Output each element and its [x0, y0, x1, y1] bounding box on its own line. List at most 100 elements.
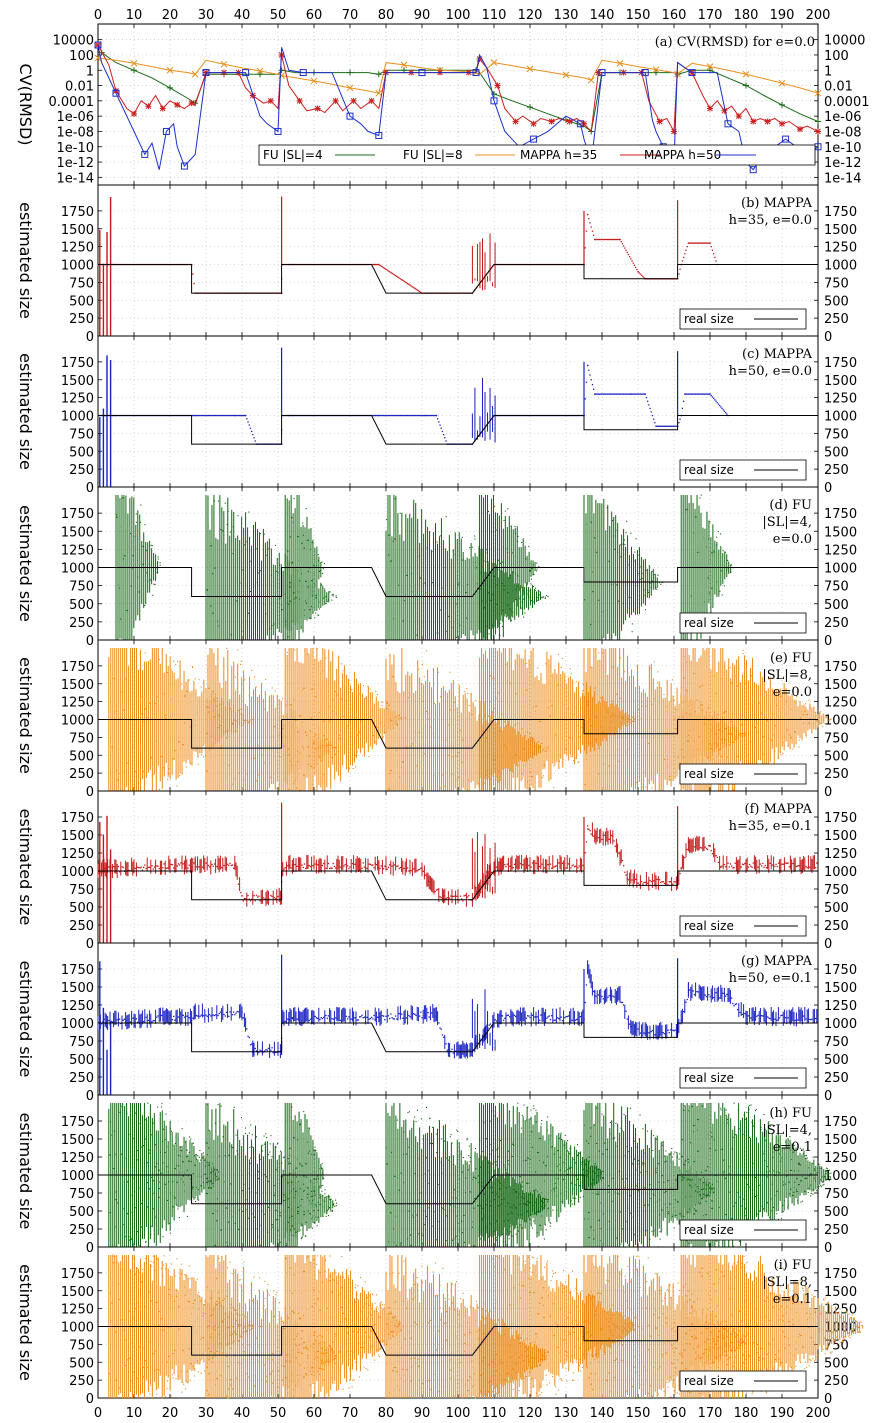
estimate-point	[309, 865, 312, 868]
estimate-point	[734, 862, 736, 864]
y-tick-label-right: 100	[824, 49, 849, 64]
estimate-point	[686, 690, 689, 692]
estimate-point	[743, 863, 745, 866]
estimate-point	[278, 564, 280, 566]
estimate-point	[205, 1014, 207, 1016]
series-point	[368, 97, 375, 104]
estimate-point	[137, 1021, 139, 1024]
estimate-point	[616, 584, 618, 586]
estimate-point	[767, 678, 770, 680]
estimate-point	[689, 242, 691, 244]
estimate-point	[590, 521, 592, 523]
estimate-point	[220, 529, 222, 531]
estimate-point	[635, 393, 637, 395]
estimate-point	[168, 773, 170, 775]
estimate-point	[565, 771, 567, 773]
estimate-point	[170, 863, 172, 866]
estimate-point	[439, 896, 441, 898]
estimate-point	[361, 867, 363, 869]
estimate-point	[531, 862, 534, 864]
estimate-point	[416, 634, 418, 636]
estimate-point	[313, 565, 315, 567]
legend-box	[679, 915, 807, 937]
estimate-point	[534, 710, 536, 712]
estimate-point	[622, 716, 624, 718]
estimate-point	[382, 701, 384, 703]
estimate-point	[588, 828, 590, 830]
estimate-point	[641, 393, 643, 395]
series-point	[814, 89, 822, 97]
estimate-point	[267, 548, 269, 550]
estimate-point	[631, 716, 634, 718]
estimate-point	[499, 635, 501, 637]
estimate-point	[384, 267, 386, 270]
estimate-point	[431, 732, 433, 734]
estimate-point	[780, 754, 782, 756]
estimate-point	[440, 427, 442, 429]
estimate-point	[651, 703, 653, 705]
estimate-point	[539, 865, 541, 868]
estimate-point	[603, 834, 606, 836]
estimate-point	[782, 863, 784, 865]
estimate-point	[418, 668, 420, 670]
series-point	[743, 82, 749, 89]
estimate-point	[716, 536, 718, 538]
estimate-point	[506, 680, 509, 682]
estimate-point	[766, 720, 768, 722]
estimate-point	[733, 789, 735, 791]
estimate-point	[714, 399, 716, 401]
estimate-point	[641, 786, 643, 788]
estimate-point	[601, 611, 603, 613]
estimate-point	[249, 720, 251, 722]
estimate-point	[174, 750, 176, 752]
estimate-point	[340, 698, 343, 700]
estimate-point	[743, 733, 745, 735]
estimate-point	[383, 414, 385, 417]
y-tick-label-right: 250	[824, 312, 849, 327]
estimate-point	[649, 879, 651, 882]
y-tick-label-right: 1e-14	[824, 171, 862, 186]
estimate-point	[531, 599, 533, 602]
estimate-point	[695, 393, 697, 395]
estimate-point	[310, 605, 313, 608]
estimate-point	[614, 845, 616, 847]
estimate-point	[427, 414, 429, 417]
x-tick-label-top: 100	[446, 8, 471, 23]
estimate-point	[240, 708, 242, 710]
estimate-point	[574, 757, 576, 759]
estimate-point	[233, 719, 235, 721]
y-tick-label-left: 250	[69, 919, 94, 934]
estimate-point	[698, 551, 700, 553]
y-tick-label-right: 1250	[824, 847, 857, 862]
x-tick-label-bottom: 190	[770, 1406, 795, 1421]
estimate-point	[636, 268, 638, 271]
series-point	[242, 69, 250, 77]
estimate-point	[611, 834, 613, 837]
estimate-point	[687, 393, 690, 395]
estimate-point	[195, 414, 198, 417]
estimate-point	[165, 717, 167, 719]
estimate-point	[283, 745, 285, 747]
x-tick-label-top: 190	[770, 8, 795, 23]
estimate-point	[237, 1011, 240, 1013]
x-tick-label-top: 120	[518, 8, 543, 23]
estimate-point	[245, 541, 247, 543]
estimate-point	[415, 414, 417, 417]
estimate-point	[704, 393, 706, 395]
estimate-point	[619, 393, 621, 395]
estimate-point	[358, 693, 360, 695]
y-tick-label-right: 1750	[824, 356, 857, 371]
series-point	[706, 63, 714, 70]
estimate-point	[308, 755, 311, 757]
estimate-point	[196, 748, 198, 750]
estimate-point	[643, 393, 645, 395]
estimate-point	[485, 761, 487, 764]
estimate-point	[426, 650, 428, 652]
estimate-point	[301, 864, 303, 866]
estimate-point	[589, 623, 592, 626]
estimate-point	[200, 414, 202, 417]
estimate-point	[294, 649, 296, 651]
estimate-point	[641, 274, 643, 276]
estimate-point	[149, 866, 151, 868]
estimate-point	[590, 833, 592, 835]
